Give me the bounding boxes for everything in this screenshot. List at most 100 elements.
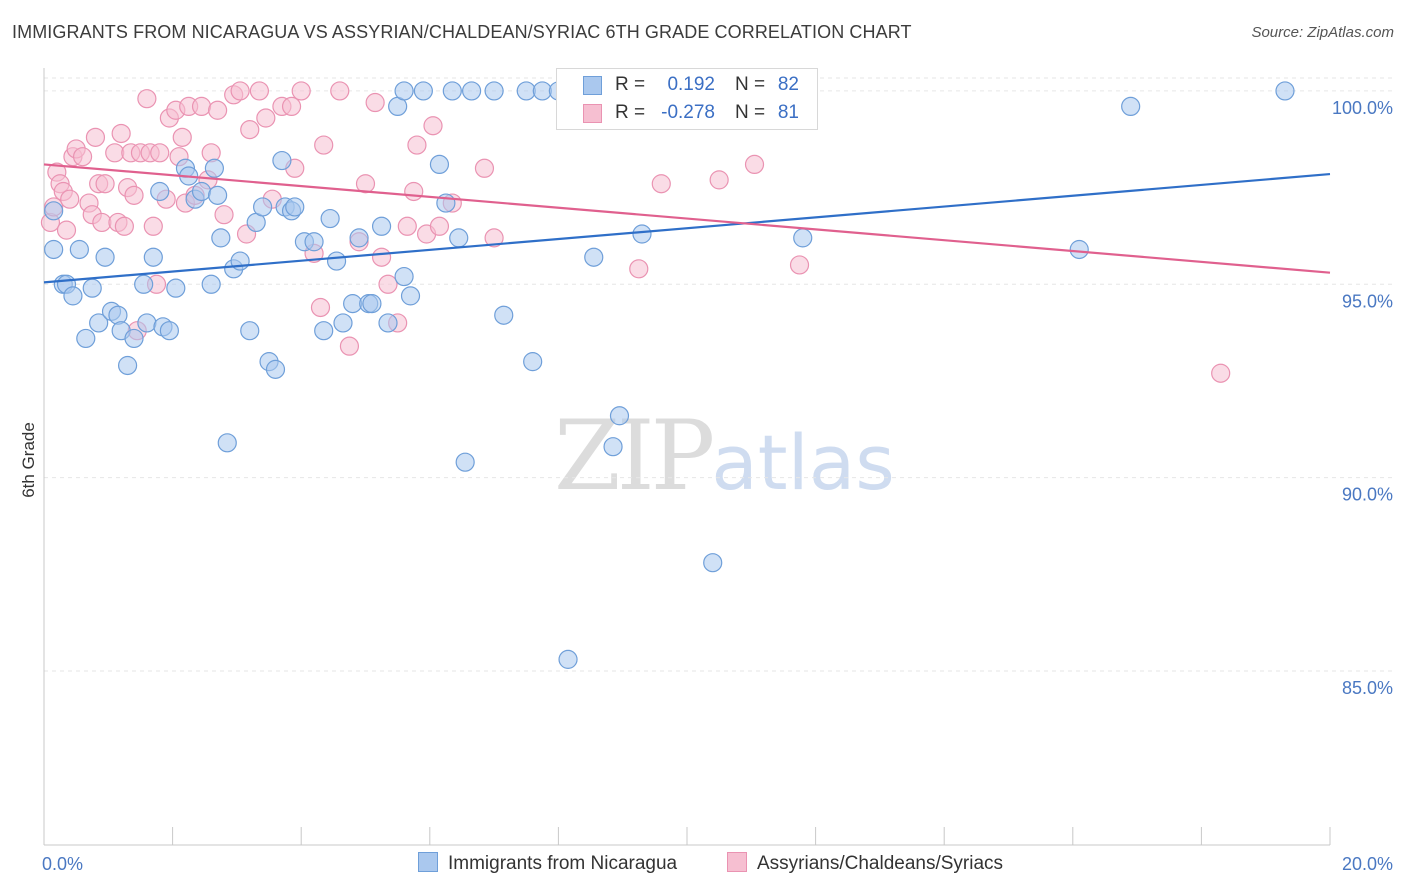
nicaragua-point: [211, 228, 231, 248]
nicaragua-point: [134, 274, 154, 294]
stats-legend: R = 0.192 N = 82 R = -0.278 N = 81: [556, 68, 818, 130]
nicaragua-point: [265, 359, 286, 379]
tick-labels: 85.0% 90.0% 95.0% 100.0% 0.0% 20.0%: [42, 98, 1393, 874]
legend-item-assyrian[interactable]: Assyrians/Chaldeans/Syriacs: [727, 852, 1003, 875]
nicaragua-point: [461, 81, 482, 101]
blue-swatch: [583, 76, 602, 95]
assyrian-point: [137, 89, 157, 109]
nicaragua-point: [455, 452, 475, 472]
nicaragua-point: [304, 232, 324, 252]
nicaragua-point: [632, 224, 652, 244]
legend-item-nicaragua[interactable]: Immigrants from Nicaragua: [418, 852, 677, 875]
nicaragua-point: [95, 247, 115, 267]
nicaragua-point: [285, 197, 305, 217]
y-tick-label: 85.0%: [1342, 678, 1393, 698]
nicaragua-point: [1275, 81, 1295, 101]
r-label: R =: [615, 102, 646, 123]
nicaragua-point: [484, 81, 504, 101]
nicaragua-point: [137, 313, 157, 333]
assyrian-point: [1211, 363, 1231, 383]
nicaragua-point: [320, 208, 340, 229]
assyrian-point: [191, 96, 212, 117]
nicaragua-point: [76, 328, 96, 349]
gridlines: [44, 77, 1392, 672]
nicaragua-point: [272, 150, 292, 171]
x-tick-label: 20.0%: [1342, 854, 1393, 874]
assyrian-point: [709, 170, 729, 190]
nicaragua-point: [532, 81, 552, 101]
blue-swatch: [418, 852, 438, 872]
n-value: 81: [777, 102, 799, 123]
nicaragua-point: [429, 154, 450, 175]
watermark-atlas: atlas: [711, 418, 895, 507]
watermark-zip: ZIP: [554, 400, 715, 512]
assyrian-point: [330, 81, 350, 101]
nicaragua-point: [349, 228, 369, 248]
assyrian-point: [256, 108, 276, 128]
legend-label: Assyrians/Chaldeans/Syriacs: [757, 853, 1004, 874]
assyrian-point: [314, 135, 334, 155]
nicaragua-point: [371, 216, 392, 236]
assyrian-point: [651, 174, 671, 194]
nicaragua-point: [314, 321, 334, 341]
assyrian-point: [249, 81, 270, 101]
assyrian-point: [371, 247, 392, 267]
x-tick-label: 0.0%: [42, 854, 83, 874]
nicaragua-point: [253, 197, 273, 217]
nicaragua-point: [442, 81, 462, 101]
assyrian-point: [60, 189, 80, 209]
nicaragua-point: [150, 181, 170, 202]
y-tick-label: 90.0%: [1342, 485, 1393, 505]
assyrian-point: [291, 81, 311, 101]
stats-row-nicaragua: R = 0.192 N = 82: [557, 72, 817, 100]
nicaragua-point: [494, 305, 514, 325]
assyrian-point: [484, 228, 504, 248]
assyrian-point: [95, 174, 115, 194]
nicaragua-point: [63, 286, 83, 306]
nicaragua-point: [201, 274, 221, 294]
nicaragua-point: [703, 553, 723, 573]
assyrian-point: [143, 216, 163, 236]
assyrian-point: [150, 143, 170, 163]
assyrian-point: [230, 81, 250, 101]
nicaragua-point: [394, 81, 414, 101]
data-points: [40, 81, 1295, 669]
assyrian-point: [423, 116, 443, 136]
axes: [43, 68, 1331, 846]
assyrian-point: [214, 205, 234, 225]
nicaragua-point: [558, 649, 578, 669]
source-note: Source: ZipAtlas.com: [1251, 24, 1394, 41]
assyrian-point: [365, 92, 385, 113]
nicaragua-point: [166, 278, 186, 298]
nicaragua-point: [44, 201, 64, 221]
pink-swatch: [727, 852, 747, 872]
assyrian-point: [339, 336, 360, 356]
nicaragua-point: [793, 228, 813, 248]
y-axis-label: 6th Grade: [19, 422, 38, 498]
nicaragua-point: [159, 321, 179, 341]
assyrian-point: [281, 96, 302, 117]
assyrian-point: [355, 174, 376, 194]
nicaragua-point: [584, 247, 604, 267]
nicaragua-point: [89, 313, 109, 333]
nicaragua-point: [413, 81, 433, 101]
nicaragua-point: [609, 406, 630, 426]
assyrian-point: [404, 181, 424, 202]
n-label: N =: [735, 74, 766, 95]
y-tick-label: 100.0%: [1332, 98, 1393, 118]
nicaragua-point: [124, 328, 144, 349]
nicaragua-point: [82, 278, 102, 298]
assyrian-point: [124, 185, 144, 205]
assyrian-point: [85, 127, 106, 147]
assyrian-point: [72, 147, 93, 167]
nicaragua-point: [108, 305, 128, 325]
nicaragua-point: [208, 185, 228, 205]
r-label: R =: [615, 74, 646, 95]
nicaragua-point: [217, 433, 237, 453]
nicaragua-point: [44, 239, 64, 260]
nicaragua-point: [240, 321, 260, 341]
assyrian-point: [240, 120, 260, 140]
assyrian-point: [407, 135, 427, 155]
assyrian-point: [208, 100, 228, 120]
